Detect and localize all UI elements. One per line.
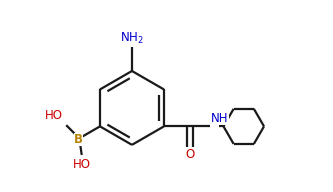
Text: HO: HO bbox=[73, 158, 91, 171]
Text: HO: HO bbox=[45, 109, 63, 122]
Text: NH: NH bbox=[211, 112, 229, 125]
Text: O: O bbox=[185, 148, 195, 161]
Text: NH$_2$: NH$_2$ bbox=[120, 31, 144, 46]
Text: B: B bbox=[74, 132, 83, 146]
